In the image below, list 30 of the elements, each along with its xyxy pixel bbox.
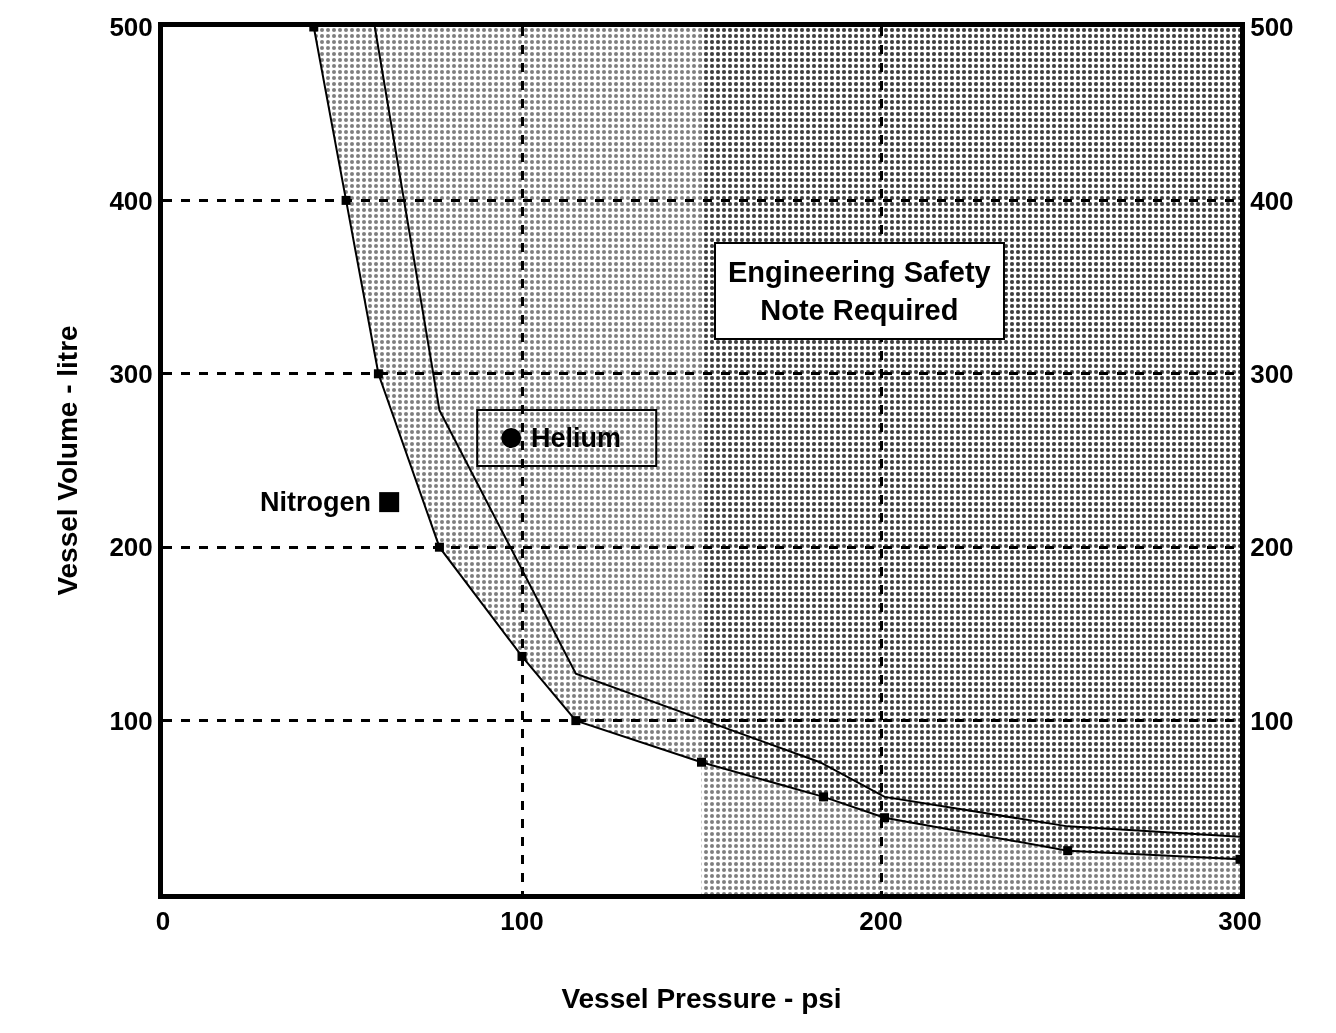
point [341, 195, 351, 205]
point [501, 427, 522, 448]
y2-tick-label: 300 [1250, 358, 1294, 389]
y2-tick-label: 200 [1250, 532, 1294, 563]
series-label: Helium [531, 423, 622, 453]
point [517, 651, 527, 661]
x-tick-label: 0 [155, 906, 171, 937]
y-tick-label: 500 [109, 12, 153, 43]
point [571, 716, 581, 726]
annotation: Engineering Safety Note Required [728, 256, 991, 326]
point [379, 492, 400, 513]
x-tick-label: 300 [1218, 906, 1262, 937]
x-tick-label: 200 [859, 906, 903, 937]
y-tick-label: 400 [109, 185, 153, 216]
point [697, 757, 706, 767]
y2-tick-label: 500 [1250, 12, 1294, 43]
y-tick-label: 200 [109, 532, 153, 563]
point [373, 369, 383, 379]
y-axis-title: Vessel Volume - litre [52, 325, 84, 596]
point [1063, 846, 1073, 856]
y2-tick-label: 400 [1250, 185, 1294, 216]
y2-tick-label: 100 [1250, 705, 1294, 736]
y-tick-label: 300 [109, 358, 153, 389]
y-tick-label: 100 [109, 705, 153, 736]
x-axis-title: Vessel Pressure - psi [561, 983, 842, 1015]
point [819, 792, 829, 802]
point [434, 542, 444, 552]
series-label: Nitrogen [260, 487, 371, 517]
x-tick-label: 100 [500, 906, 544, 937]
point [880, 813, 890, 823]
